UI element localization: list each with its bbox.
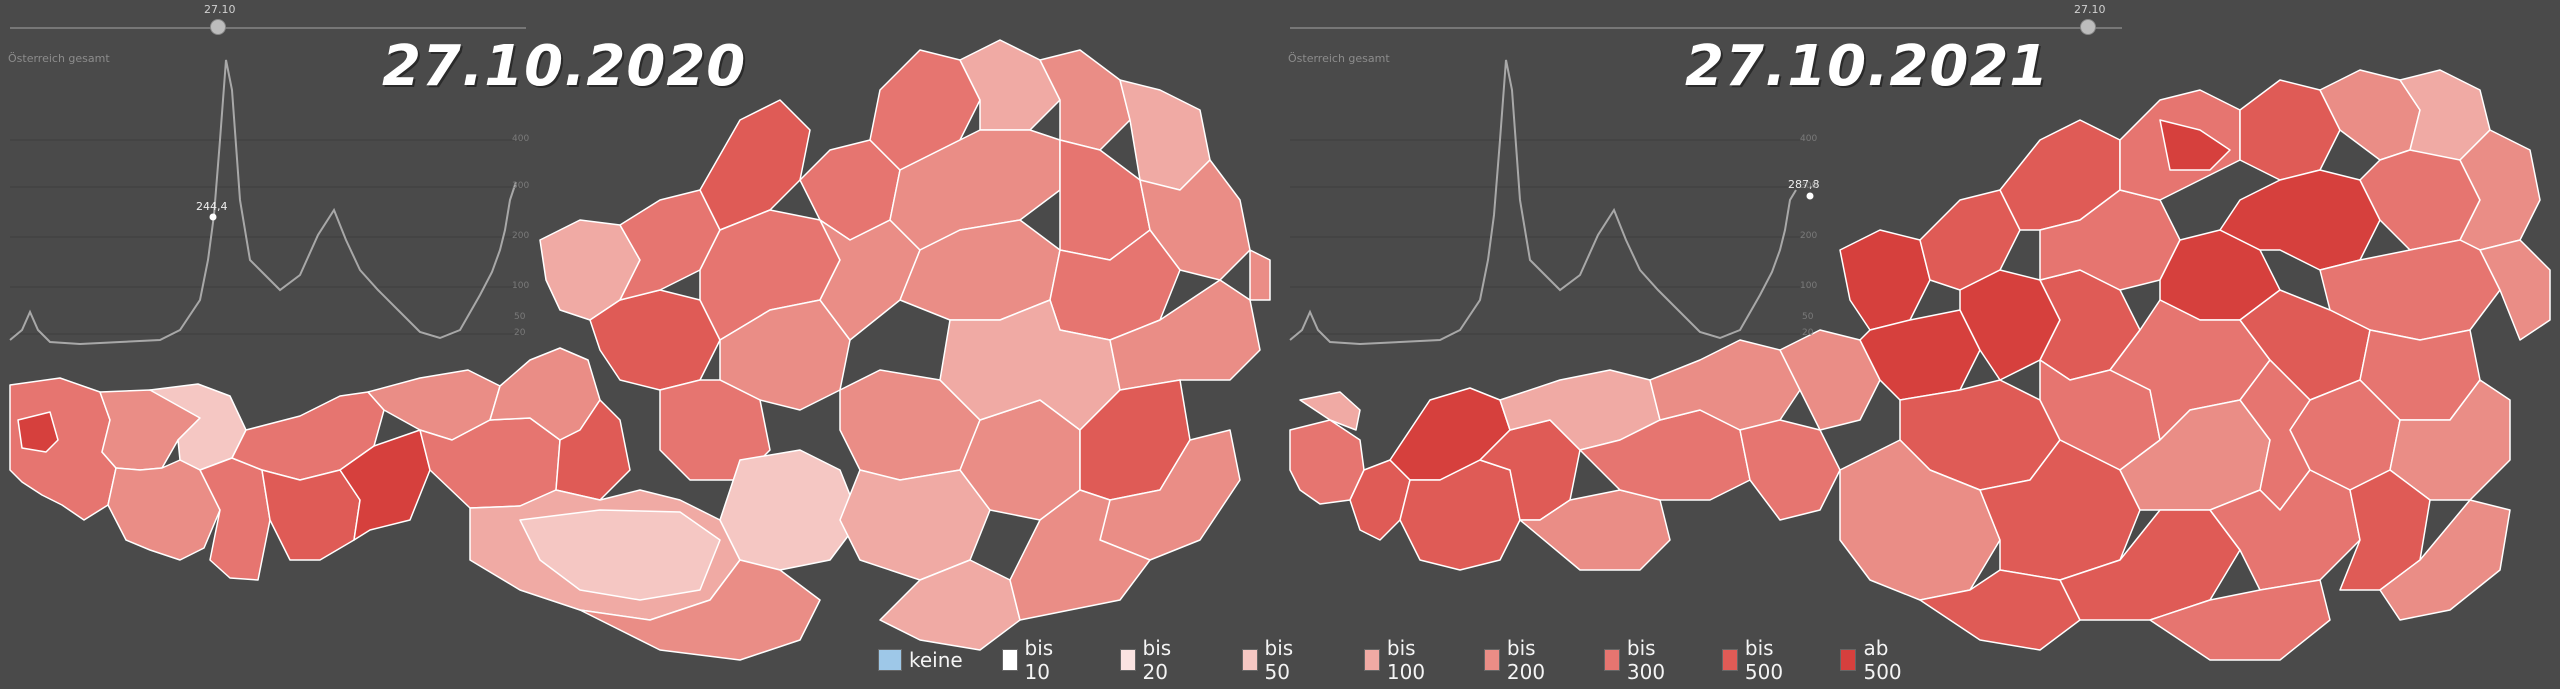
peak-value-label: 244,4 <box>196 200 228 213</box>
date-title: 27.10.2020 <box>382 34 747 99</box>
legend-swatch <box>1120 649 1136 671</box>
map-2020 <box>9 39 1271 661</box>
legend-item-bis-20[interactable]: bis 20 <box>1120 636 1180 684</box>
legend-label: bis 300 <box>1626 636 1666 684</box>
legend-item-bis-50[interactable]: bis 50 <box>1242 636 1302 684</box>
legend-item-bis-300[interactable]: bis 300 <box>1604 636 1673 684</box>
legend-label: bis 500 <box>1744 636 1784 684</box>
date-slider-value: 27.10 <box>2074 3 2106 16</box>
legend-item-bis-500[interactable]: bis 500 <box>1722 636 1791 684</box>
y-tick: 200 <box>1800 231 1818 241</box>
y-tick: 300 <box>512 181 530 191</box>
legend-swatch <box>1604 649 1620 671</box>
chart-label: Österreich gesamt <box>8 52 110 65</box>
y-tick: 200 <box>512 231 530 241</box>
legend-label: ab 500 <box>1863 636 1902 684</box>
incidence-chart <box>1290 139 1800 335</box>
date-title: 27.10.2021 <box>1685 34 2050 99</box>
legend-item-keine[interactable]: keine <box>878 648 963 672</box>
legend-swatch <box>1484 649 1500 671</box>
legend-label: bis 100 <box>1386 636 1426 684</box>
legend-label: bis 10 <box>1024 636 1054 684</box>
y-tick: 400 <box>1800 134 1818 144</box>
chart-label: Österreich gesamt <box>1288 52 1390 65</box>
legend-swatch <box>1242 649 1258 671</box>
y-tick: 50 <box>1802 312 1814 322</box>
peak-marker <box>209 213 217 221</box>
legend-item-bis-100[interactable]: bis 100 <box>1364 636 1433 684</box>
austria-map-2020 <box>9 39 1271 661</box>
legend-label: bis 50 <box>1264 636 1294 684</box>
incidence-chart <box>10 139 525 335</box>
legend-item-bis-10[interactable]: bis 10 <box>1002 636 1062 684</box>
y-tick: 50 <box>514 312 526 322</box>
y-tick: 400 <box>512 134 530 144</box>
legend-swatch <box>1840 649 1857 671</box>
peak-value-label: 287,8 <box>1788 178 1820 191</box>
legend-swatch <box>1722 649 1738 671</box>
legend-swatch <box>1364 649 1380 671</box>
legend-item-ab-500[interactable]: ab 500 <box>1840 636 1909 684</box>
legend-item-bis-200[interactable]: bis 200 <box>1484 636 1553 684</box>
legend-swatch <box>878 649 902 671</box>
legend-swatch <box>1002 649 1018 671</box>
date-slider-track[interactable] <box>1290 27 2122 29</box>
legend-label: keine <box>909 648 963 672</box>
austria-map-2021 <box>1289 69 2551 661</box>
map-2021 <box>1289 59 2551 661</box>
y-tick: 20 <box>1802 328 1814 338</box>
peak-marker <box>1806 192 1814 200</box>
map-panel-2020: 27.10 Österreich gesamt 244,4 400 300 20… <box>8 3 1271 661</box>
y-tick: 20 <box>514 328 526 338</box>
date-slider-handle[interactable] <box>210 19 226 35</box>
date-slider-track[interactable] <box>10 27 526 29</box>
date-slider-value: 27.10 <box>204 3 236 16</box>
y-tick: 100 <box>512 281 530 291</box>
y-tick: 100 <box>1800 281 1818 291</box>
legend-label: bis 20 <box>1142 636 1172 684</box>
map-panel-2021: 27.10 Österreich gesamt 287,8 400 300 20… <box>1280 0 2560 689</box>
legend-label: bis 200 <box>1506 636 1546 684</box>
incidence-line <box>1289 59 1797 346</box>
date-slider-handle[interactable] <box>2080 19 2096 35</box>
y-tick: 300 <box>1800 181 1818 191</box>
incidence-line <box>9 59 517 346</box>
